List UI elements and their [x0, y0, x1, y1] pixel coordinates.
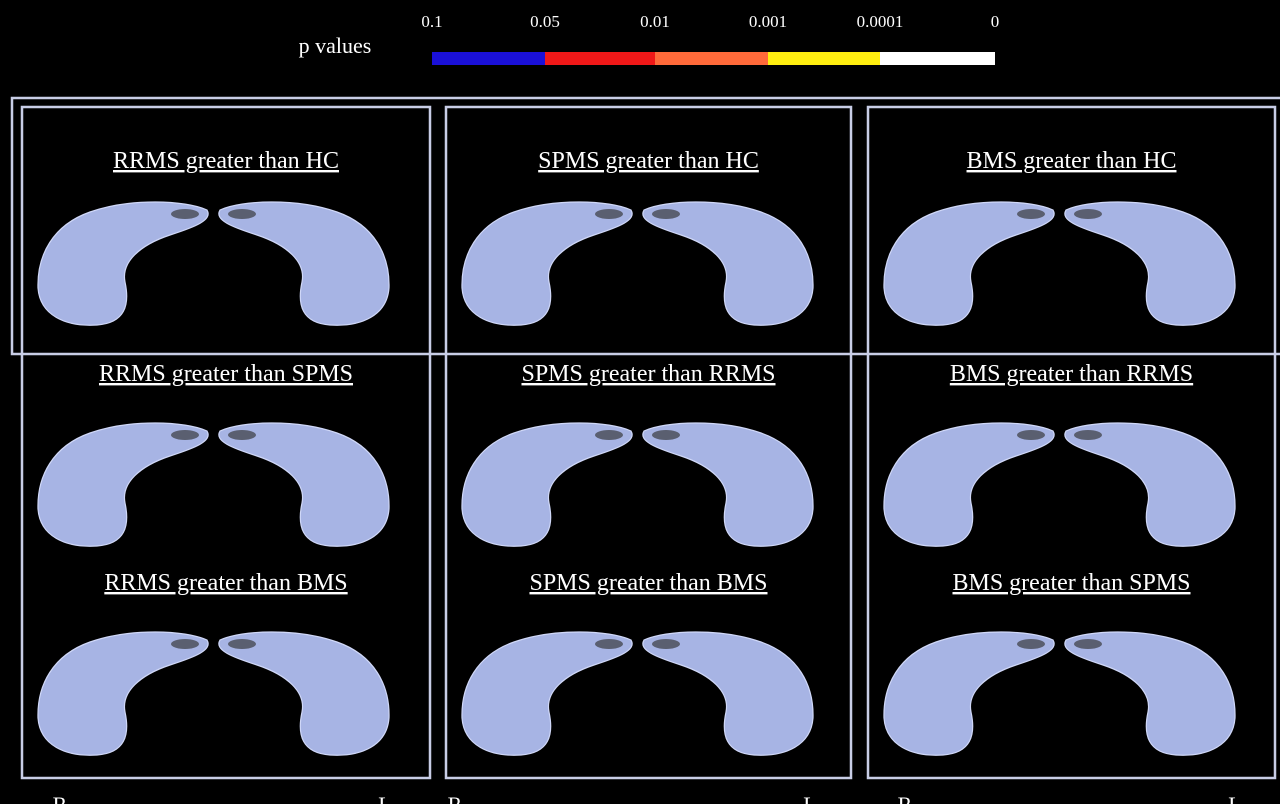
hippocampus [219, 632, 389, 755]
legend-title: p values [299, 33, 372, 58]
colorbar-tick-label: 0 [991, 12, 1000, 31]
hippocampus-shape [1065, 423, 1235, 546]
hippocampus-tip [228, 209, 256, 219]
hippocampus [38, 202, 208, 325]
hippocampus-tip [1017, 430, 1045, 440]
hippocampus-shape [1065, 202, 1235, 325]
side-label: R [53, 792, 68, 804]
hippocampus-shape [884, 423, 1054, 546]
hippocampus-shape [643, 632, 813, 755]
panel-title: SPMS greater than HC [538, 148, 759, 174]
colorbar-tick-label: 0.0001 [857, 12, 904, 31]
hippocampus-tip [171, 430, 199, 440]
hippocampus [884, 202, 1054, 325]
panel-title: RRMS greater than SPMS [99, 361, 353, 387]
hippocampus [884, 423, 1054, 546]
hippocampus [38, 423, 208, 546]
hippocampus [643, 632, 813, 755]
panel-title: RRMS greater than HC [113, 148, 339, 174]
hippocampus [1065, 632, 1235, 755]
hippocampus-shape [643, 423, 813, 546]
hippocampus [462, 202, 632, 325]
hippocampus-tip [595, 430, 623, 440]
hippocampus-tip [652, 430, 680, 440]
hippocampus-shape [462, 202, 632, 325]
side-label: R [448, 792, 463, 804]
panel-title: RRMS greater than BMS [104, 570, 347, 596]
hippocampus-tip [228, 430, 256, 440]
hippocampus-shape [38, 423, 208, 546]
hippocampus [462, 423, 632, 546]
hippocampus-shape [462, 632, 632, 755]
colorbar-tick-label: 0.001 [749, 12, 787, 31]
hippocampus-tip [652, 639, 680, 649]
colorbar-segment [768, 52, 880, 65]
hippocampus-shape [1065, 632, 1235, 755]
hippocampus-shape [219, 202, 389, 325]
colorbar-tick-label: 0.01 [640, 12, 670, 31]
hippocampus [219, 423, 389, 546]
hippocampus-shape [219, 632, 389, 755]
panel-title: BMS greater than HC [967, 148, 1177, 174]
hippocampus [462, 632, 632, 755]
hippocampus-tip [595, 209, 623, 219]
panel-title: BMS greater than RRMS [950, 361, 1193, 387]
hippocampus-tip [1074, 639, 1102, 649]
colorbar-tick-label: 0.1 [421, 12, 442, 31]
hippocampus [643, 423, 813, 546]
colorbar-segment [880, 52, 995, 65]
hippocampus [1065, 202, 1235, 325]
hippocampus [38, 632, 208, 755]
hippocampus-tip [228, 639, 256, 649]
hippocampus-tip [171, 639, 199, 649]
hippocampus [219, 202, 389, 325]
hippocampus-tip [171, 209, 199, 219]
hippocampus-shape [643, 202, 813, 325]
colorbar-segment [432, 52, 545, 65]
side-label: R [898, 792, 913, 804]
hippocampus-tip [1074, 430, 1102, 440]
hippocampus-tip [652, 209, 680, 219]
hippocampus [643, 202, 813, 325]
hippocampus-shape [884, 202, 1054, 325]
hippocampus [1065, 423, 1235, 546]
hippocampus-shape [38, 202, 208, 325]
colorbar [432, 52, 995, 65]
hippocampus-tip [595, 639, 623, 649]
panel-title: SPMS greater than BMS [529, 570, 767, 596]
colorbar-segment [655, 52, 768, 65]
side-label: L [803, 792, 816, 804]
hippocampus-tip [1017, 639, 1045, 649]
hippocampus-shape [462, 423, 632, 546]
panel-title: SPMS greater than RRMS [521, 361, 775, 387]
hippocampus [884, 632, 1054, 755]
hippocampus-shape [219, 423, 389, 546]
hippocampus-tip [1074, 209, 1102, 219]
hippocampus-tip [1017, 209, 1045, 219]
side-label: L [378, 792, 391, 804]
panel-title: BMS greater than SPMS [952, 570, 1190, 596]
side-label: L [1228, 792, 1241, 804]
figure: p values 0.1 0.05 0.01 0.001 0.0001 0 RRMS gre… [0, 0, 1280, 804]
hippocampus-shape [884, 632, 1054, 755]
colorbar-tick-label: 0.05 [530, 12, 560, 31]
colorbar-segment [545, 52, 655, 65]
hippocampus-shape [38, 632, 208, 755]
